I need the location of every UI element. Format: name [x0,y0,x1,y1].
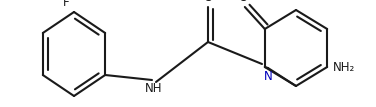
Text: NH₂: NH₂ [333,60,355,74]
Text: NH: NH [145,82,163,95]
Text: F: F [64,0,70,9]
Text: N: N [264,70,272,83]
Text: O: O [238,0,247,4]
Text: O: O [203,0,212,4]
